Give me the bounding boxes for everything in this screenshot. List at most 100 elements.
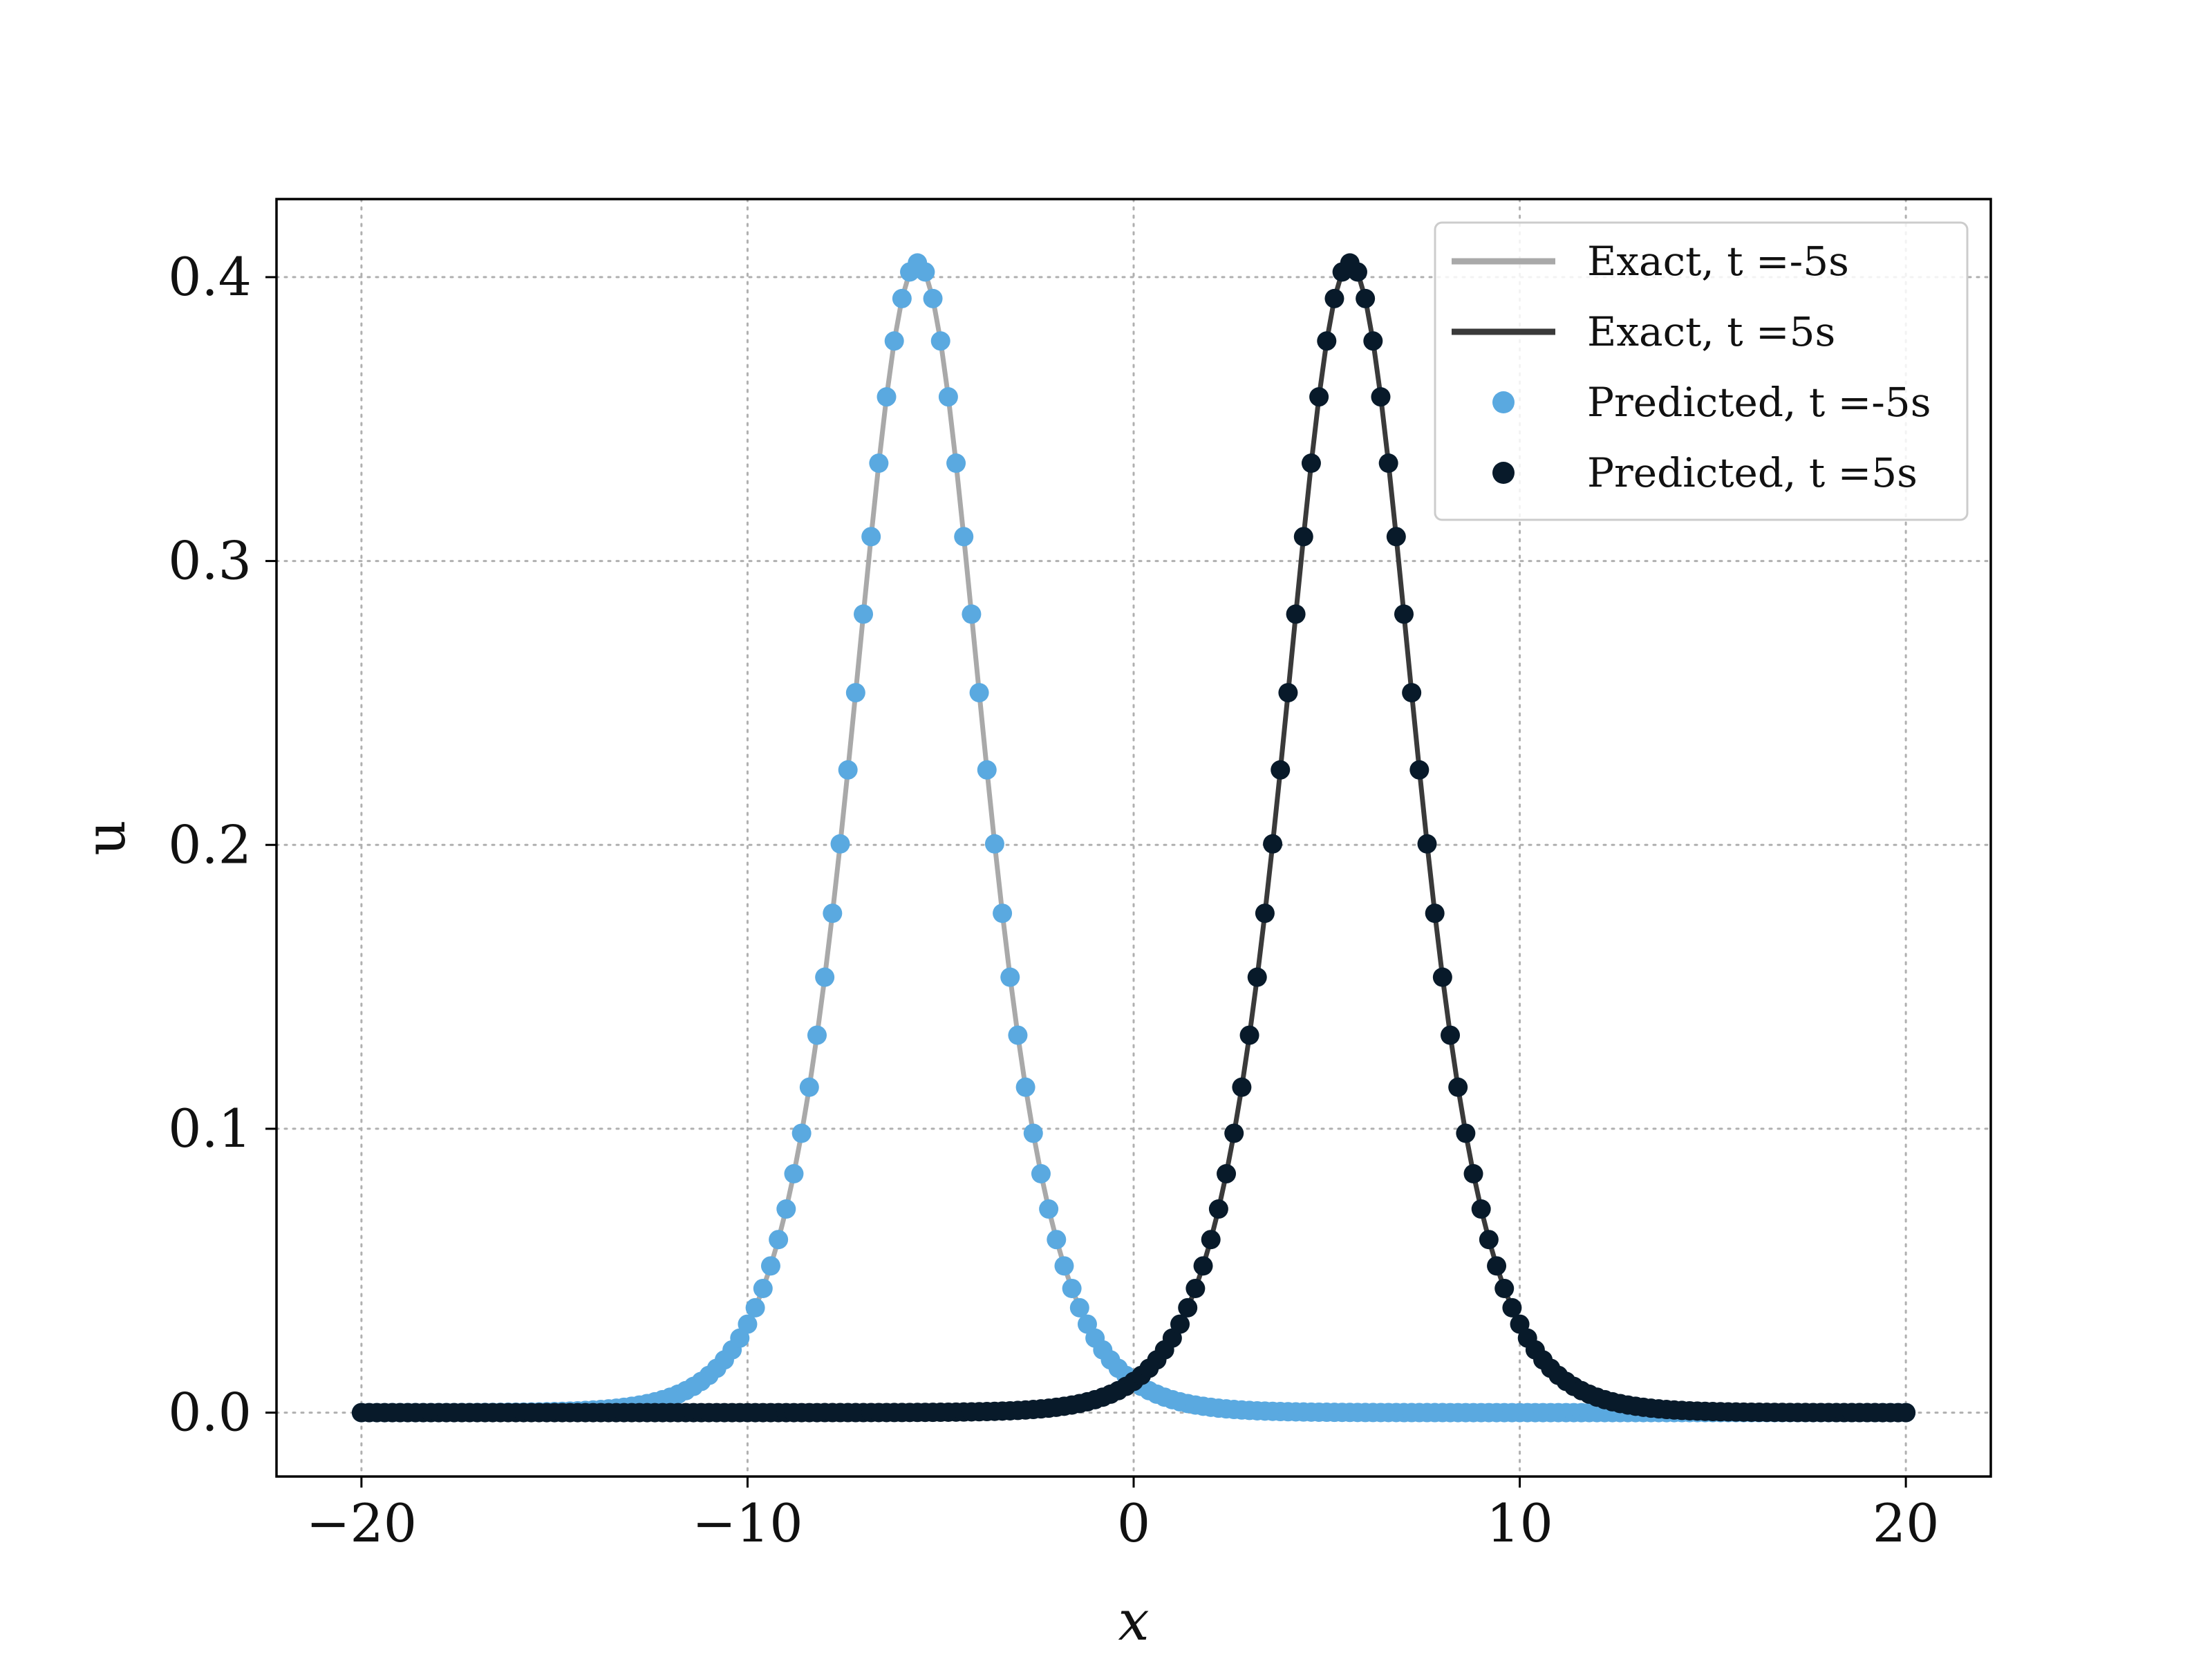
data-point	[1193, 1256, 1213, 1276]
data-point	[1402, 683, 1422, 703]
data-point	[969, 683, 989, 703]
data-point	[1347, 262, 1367, 282]
data-point	[915, 262, 935, 282]
data-point	[1425, 903, 1445, 924]
ticks: −20 −10 0 10 20 0.0 0.1 0.2 0.3 0.4	[168, 246, 1939, 1554]
data-point	[1487, 1256, 1507, 1276]
data-point	[1217, 1164, 1237, 1183]
data-point	[823, 903, 843, 924]
data-point	[1023, 1123, 1043, 1143]
x-tick-label: 10	[1486, 1492, 1553, 1554]
data-point	[1494, 1278, 1515, 1298]
legend-box	[1434, 221, 1969, 521]
data-point	[954, 527, 974, 547]
series-layer	[351, 253, 1916, 1423]
data-point	[1224, 1123, 1244, 1143]
y-axis-label: u	[73, 820, 138, 856]
data-point	[1301, 453, 1321, 474]
data-point	[1896, 1403, 1916, 1423]
data-point	[1031, 1164, 1051, 1183]
data-point	[884, 331, 904, 351]
data-point	[1432, 967, 1452, 987]
data-point	[1263, 834, 1283, 854]
data-point	[1441, 1025, 1461, 1045]
data-point	[977, 760, 997, 780]
data-point	[1502, 1297, 1522, 1318]
data-point	[1271, 760, 1291, 780]
data-point	[946, 453, 966, 474]
data-point	[1255, 903, 1275, 924]
data-point	[791, 1123, 812, 1143]
data-point	[1286, 604, 1306, 624]
x-tick-label: −20	[306, 1492, 417, 1554]
data-point	[1015, 1077, 1035, 1097]
data-point	[1000, 967, 1020, 987]
data-point	[745, 1297, 765, 1318]
data-point	[938, 387, 958, 407]
data-point	[1394, 604, 1414, 624]
data-point	[1317, 331, 1337, 351]
data-point	[1178, 1297, 1198, 1318]
data-point	[1239, 1025, 1259, 1045]
data-point	[1463, 1164, 1483, 1183]
data-point	[845, 683, 865, 703]
data-point	[1324, 288, 1344, 308]
data-point	[1278, 683, 1298, 703]
data-point	[1409, 760, 1430, 780]
y-tick-label: 0.1	[168, 1098, 252, 1159]
data-point	[1378, 453, 1398, 474]
data-point	[1170, 1314, 1190, 1334]
data-point	[869, 453, 889, 474]
legend-swatch-predicted-t-minus-5	[1492, 391, 1515, 413]
legend-label-exact-t-5: Exact, t =5s	[1587, 308, 1835, 355]
data-point	[877, 387, 897, 407]
data-point	[1062, 1278, 1082, 1298]
data-point	[830, 834, 850, 854]
data-point	[1008, 1025, 1028, 1045]
data-point	[1363, 331, 1383, 351]
data-point	[769, 1230, 789, 1250]
data-point	[993, 903, 1013, 924]
data-point	[1185, 1278, 1206, 1298]
data-point	[799, 1077, 819, 1097]
data-point	[1479, 1230, 1499, 1250]
data-point	[753, 1278, 773, 1298]
data-point	[1039, 1199, 1059, 1219]
data-point	[815, 967, 835, 987]
data-point	[1386, 527, 1406, 547]
data-point	[962, 604, 982, 624]
data-point	[1054, 1256, 1074, 1276]
data-point	[1448, 1077, 1468, 1097]
data-point	[1201, 1230, 1221, 1250]
x-tick-label: 0	[1117, 1492, 1150, 1554]
data-point	[1356, 288, 1376, 308]
legend: Exact, t =-5s Exact, t =5s Predicted, t …	[1434, 221, 1969, 521]
data-point	[807, 1025, 827, 1045]
data-point	[1471, 1199, 1491, 1219]
data-point	[1293, 527, 1313, 547]
grid	[275, 198, 1992, 1478]
x-tick-label: 20	[1873, 1492, 1940, 1554]
y-tick-label: 0.0	[168, 1382, 252, 1443]
legend-label-predicted-t-minus-5: Predicted, t =-5s	[1587, 379, 1931, 426]
data-point	[1047, 1230, 1067, 1250]
data-point	[923, 288, 943, 308]
legend-label-exact-t-minus-5: Exact, t =-5s	[1587, 238, 1849, 285]
y-tick-label: 0.2	[168, 814, 252, 875]
data-point	[984, 834, 1004, 854]
data-point	[1232, 1077, 1252, 1097]
y-tick-label: 0.3	[168, 530, 252, 592]
data-point	[1456, 1123, 1476, 1143]
data-point	[1069, 1297, 1089, 1318]
data-point	[838, 760, 858, 780]
data-point	[1417, 834, 1437, 854]
y-tick-label: 0.4	[168, 246, 252, 308]
data-point	[776, 1199, 796, 1219]
data-point	[738, 1314, 758, 1334]
data-point	[854, 604, 874, 624]
data-point	[1371, 387, 1391, 407]
data-point	[892, 288, 912, 308]
legend-label-predicted-t-5: Predicted, t =5s	[1587, 449, 1918, 496]
data-point	[784, 1164, 804, 1183]
